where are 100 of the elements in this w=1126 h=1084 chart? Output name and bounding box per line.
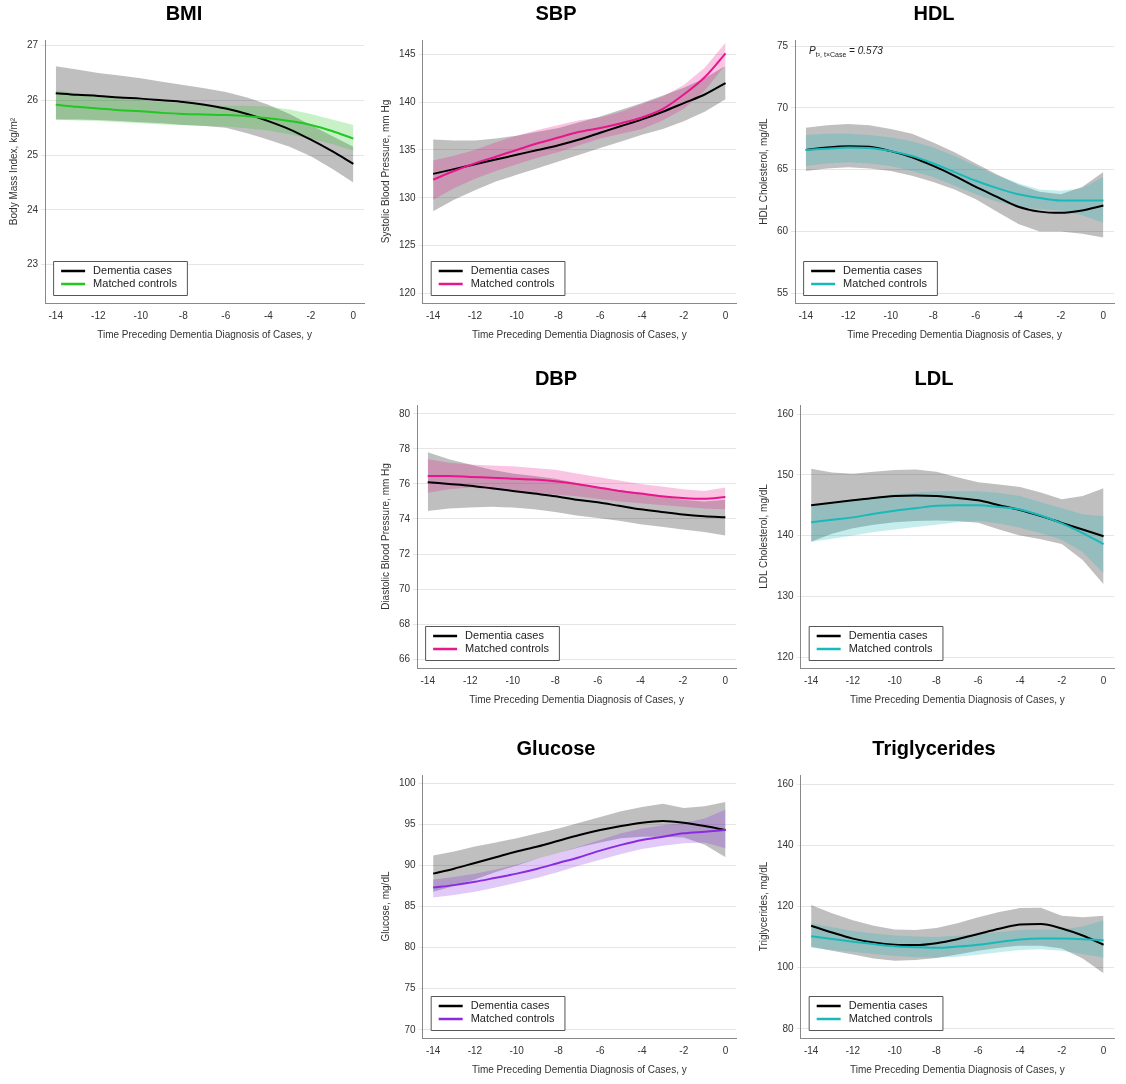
y-tick-label: 25 xyxy=(27,148,39,160)
y-tick-label: 70 xyxy=(399,582,411,594)
legend-label: Matched controls xyxy=(843,277,928,290)
y-axis-title: Diastolic Blood Pressure, mm Hg xyxy=(379,463,391,610)
y-axis-title: HDL Cholesterol, mg/dL xyxy=(757,117,769,225)
x-tick-label: -10 xyxy=(887,674,903,686)
x-tick-label: -8 xyxy=(932,1044,942,1056)
x-axis-title: Time Preceding Dementia Diagnosis of Cases, y xyxy=(849,693,1065,705)
x-tick-label: -12 xyxy=(841,309,856,321)
x-tick-label: -2 xyxy=(679,309,689,321)
x-axis-title: Time Preceding Dementia Diagnosis of Cases, y xyxy=(97,328,312,340)
y-tick-label: 130 xyxy=(399,191,417,203)
y-tick-label: 75 xyxy=(777,39,789,51)
legend-label: Matched controls xyxy=(93,277,178,290)
x-axis-title: Time Preceding Dementia Diagnosis of Cases, y xyxy=(471,1063,687,1075)
line-series xyxy=(54,103,355,140)
x-tick-label: -10 xyxy=(883,309,899,321)
x-tick-label: -14 xyxy=(803,1044,819,1056)
x-tick-label: -6 xyxy=(971,309,981,321)
line-series xyxy=(804,146,1105,202)
y-tick-label: 150 xyxy=(777,468,795,480)
y-axis-title: Body Mass Index, kg/m² xyxy=(7,117,19,226)
y-axis-title: LDL Cholesterol, mg/dL xyxy=(757,483,769,589)
y-tick-label: 160 xyxy=(777,777,795,789)
y-tick-label: 85 xyxy=(404,900,417,912)
x-tick-label: -6 xyxy=(593,674,603,686)
x-axis-title: Time Preceding Dementia Diagnosis of Cases, y xyxy=(471,328,687,340)
y-tick-label: 140 xyxy=(777,839,795,851)
legend-label: Dementia cases xyxy=(465,629,545,642)
chart-title: HDL xyxy=(913,1,955,24)
legend-label: Dementia cases xyxy=(848,999,929,1012)
x-tick-label: -6 xyxy=(595,1044,606,1056)
x-tick-label: -6 xyxy=(221,309,231,321)
line-series xyxy=(426,481,727,519)
chart-title: SBP xyxy=(535,1,577,24)
y-tick-label: 120 xyxy=(777,650,795,662)
legend-label: Dementia cases xyxy=(93,264,173,277)
y-tick-label: 74 xyxy=(399,512,411,524)
legend-label: Dementia cases xyxy=(843,264,923,277)
y-tick-label: 80 xyxy=(782,1022,795,1034)
legend-label: Matched controls xyxy=(848,642,933,655)
x-tick-label: -2 xyxy=(1057,674,1067,686)
legend-label: Matched controls xyxy=(470,277,555,290)
y-tick-label: 60 xyxy=(777,225,789,237)
y-tick-label: 130 xyxy=(777,590,795,602)
y-tick-label: 80 xyxy=(404,941,417,953)
line-series xyxy=(432,52,727,181)
y-tick-label: 65 xyxy=(777,163,789,175)
y-tick-label: 23 xyxy=(27,258,39,270)
line-series xyxy=(810,922,1105,947)
x-tick-label: 0 xyxy=(722,1044,729,1056)
x-tick-label: 0 xyxy=(1100,309,1107,321)
y-tick-label: 125 xyxy=(399,239,417,251)
x-tick-label: -4 xyxy=(1013,309,1024,321)
y-tick-label: 27 xyxy=(27,39,39,51)
x-tick-label: -12 xyxy=(467,1044,483,1056)
x-tick-label: -10 xyxy=(887,1044,903,1056)
x-tick-label: -4 xyxy=(263,309,274,321)
x-axis-title: Time Preceding Dementia Diagnosis of Cases, y xyxy=(849,1063,1065,1075)
y-tick-label: 135 xyxy=(399,143,417,155)
y-tick-label: 120 xyxy=(777,900,795,912)
line-series xyxy=(810,935,1105,949)
x-tick-label: -4 xyxy=(637,1044,647,1056)
line-series xyxy=(426,475,727,500)
x-axis-title: Time Preceding Dementia Diagnosis of Cases, y xyxy=(847,328,1062,340)
x-tick-label: -10 xyxy=(509,1044,525,1056)
y-tick-label: 66 xyxy=(399,652,411,664)
y-tick-label: 160 xyxy=(777,407,795,419)
x-tick-label: -14 xyxy=(48,309,64,321)
x-tick-label: -4 xyxy=(637,309,647,321)
x-tick-label: -8 xyxy=(932,674,942,686)
x-tick-label: -2 xyxy=(678,674,688,686)
x-tick-label: -2 xyxy=(679,1044,689,1056)
x-tick-label: -10 xyxy=(133,309,149,321)
y-tick-label: 140 xyxy=(777,529,795,541)
y-tick-label: 55 xyxy=(777,286,789,298)
y-tick-label: 145 xyxy=(399,48,417,60)
x-tick-label: -4 xyxy=(1015,1044,1025,1056)
chart-title: Glucose xyxy=(516,736,596,759)
x-tick-label: -12 xyxy=(845,674,861,686)
x-tick-label: 0 xyxy=(1100,1044,1107,1056)
x-tick-label: -2 xyxy=(1057,1044,1067,1056)
x-tick-label: -2 xyxy=(306,309,316,321)
y-tick-label: 95 xyxy=(404,818,417,830)
chart-title: DBP xyxy=(534,366,578,389)
line-series xyxy=(810,494,1105,538)
x-tick-label: -10 xyxy=(505,674,521,686)
y-axis-title: Systolic Blood Pressure, mm Hg xyxy=(379,99,391,244)
x-tick-label: -8 xyxy=(928,309,939,321)
y-axis-title: Glucose, mg/dL xyxy=(379,871,391,942)
x-tick-label: -10 xyxy=(509,309,525,321)
y-tick-label: 90 xyxy=(404,859,417,871)
x-tick-label: -8 xyxy=(550,674,561,686)
y-tick-label: 70 xyxy=(404,1023,417,1035)
line-series xyxy=(54,92,355,165)
y-tick-label: 80 xyxy=(399,407,411,419)
y-tick-label: 75 xyxy=(404,982,417,994)
legend-label: Dementia cases xyxy=(470,999,551,1012)
legend-label: Matched controls xyxy=(848,1012,933,1025)
y-tick-label: 140 xyxy=(399,95,417,107)
